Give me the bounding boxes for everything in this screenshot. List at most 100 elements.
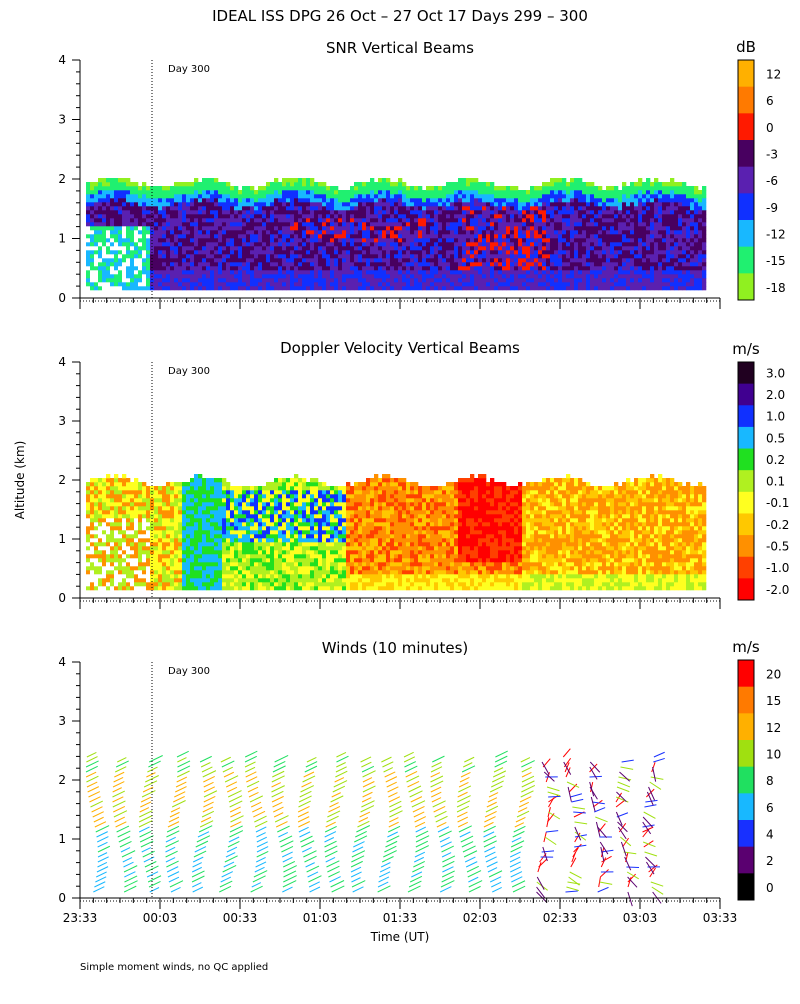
heatmap-cell — [226, 266, 230, 270]
heatmap-cell — [402, 206, 406, 210]
heatmap-cell — [278, 258, 282, 262]
heatmap-cell — [114, 206, 118, 210]
heatmap-cell — [142, 278, 146, 282]
heatmap-cell — [298, 238, 302, 242]
heatmap-cell — [458, 254, 462, 258]
heatmap-cell — [142, 226, 146, 230]
heatmap-cell — [126, 238, 130, 242]
heatmap-cell — [158, 206, 162, 210]
heatmap-cell — [430, 242, 434, 246]
heatmap-cell — [570, 274, 574, 278]
heatmap-cell — [386, 222, 390, 226]
heatmap-cell — [562, 282, 566, 286]
heatmap-cell — [190, 246, 194, 250]
heatmap-cell — [126, 178, 130, 182]
heatmap-cell — [126, 202, 130, 206]
heatmap-cell — [210, 198, 214, 202]
heatmap-cell — [98, 538, 102, 542]
heatmap-cell — [122, 186, 126, 190]
heatmap-cell — [206, 278, 210, 282]
heatmap-cell — [126, 218, 130, 222]
heatmap-cell — [482, 254, 486, 258]
heatmap-cell — [434, 234, 438, 238]
heatmap-cell — [598, 194, 602, 198]
heatmap-cell — [418, 206, 422, 210]
heatmap-cell — [154, 514, 158, 518]
heatmap-cell — [186, 278, 190, 282]
heatmap-cell — [174, 498, 178, 502]
heatmap-cell — [410, 266, 414, 270]
heatmap-cell — [246, 266, 250, 270]
heatmap-cell — [666, 278, 670, 282]
heatmap-cell — [86, 550, 90, 554]
heatmap-cell — [686, 206, 690, 210]
heatmap-cell — [134, 274, 138, 278]
heatmap-cell — [114, 198, 118, 202]
heatmap-cell — [174, 502, 178, 506]
heatmap-cell — [490, 266, 494, 270]
heatmap-cell — [406, 258, 410, 262]
heatmap-cell — [610, 278, 614, 282]
heatmap-cell — [394, 246, 398, 250]
heatmap-cell — [682, 222, 686, 226]
heatmap-cell — [94, 278, 98, 282]
heatmap-cell — [354, 198, 358, 202]
heatmap-cell — [362, 198, 366, 202]
heatmap-cell — [378, 186, 382, 190]
heatmap-cell — [554, 222, 558, 226]
heatmap-cell — [678, 210, 682, 214]
heatmap-cell — [126, 258, 130, 262]
heatmap-cell — [614, 210, 618, 214]
heatmap-cell — [354, 278, 358, 282]
heatmap-cell — [478, 202, 482, 206]
heatmap-cell — [230, 254, 234, 258]
heatmap-cell — [690, 262, 694, 266]
heatmap-cell — [110, 546, 114, 550]
heatmap-cell — [590, 258, 594, 262]
heatmap-cell — [178, 266, 182, 270]
heatmap-cell — [546, 206, 550, 210]
heatmap-cell — [638, 242, 642, 246]
heatmap-cell — [474, 262, 478, 266]
heatmap-cell — [126, 482, 130, 486]
heatmap-cell — [334, 286, 338, 290]
heatmap-cell — [430, 282, 434, 286]
heatmap-cell — [306, 190, 310, 194]
heatmap-cell — [270, 218, 274, 222]
heatmap-cell — [630, 270, 634, 274]
heatmap-cell — [494, 262, 498, 266]
heatmap-cell — [378, 222, 382, 226]
heatmap-cell — [478, 186, 482, 190]
heatmap-cell — [134, 554, 138, 558]
heatmap-cell — [106, 498, 110, 502]
heatmap-cell — [282, 278, 286, 282]
heatmap-cell — [478, 242, 482, 246]
heatmap-cell — [562, 190, 566, 194]
heatmap-cell — [350, 194, 354, 198]
heatmap-cell — [250, 230, 254, 234]
heatmap-cell — [170, 490, 174, 494]
heatmap-cell — [442, 250, 446, 254]
heatmap-cell — [418, 270, 422, 274]
heatmap-cell — [162, 522, 166, 526]
heatmap-cell — [306, 270, 310, 274]
heatmap-cell — [562, 274, 566, 278]
heatmap-cell — [122, 530, 126, 534]
heatmap-cell — [130, 566, 134, 570]
heatmap-cell — [86, 582, 90, 586]
heatmap-cell — [162, 494, 166, 498]
heatmap-cell — [398, 226, 402, 230]
heatmap-cell — [226, 202, 230, 206]
heatmap-cell — [330, 246, 334, 250]
heatmap-cell — [694, 226, 698, 230]
heatmap-cell — [446, 218, 450, 222]
heatmap-cell — [146, 250, 150, 254]
heatmap-cell — [586, 210, 590, 214]
heatmap-cell — [218, 218, 222, 222]
heatmap-cell — [366, 226, 370, 230]
heatmap-cell — [602, 254, 606, 258]
heatmap-cell — [530, 218, 534, 222]
heatmap-cell — [186, 562, 190, 566]
heatmap-cell — [526, 254, 530, 258]
heatmap-cell — [490, 194, 494, 198]
